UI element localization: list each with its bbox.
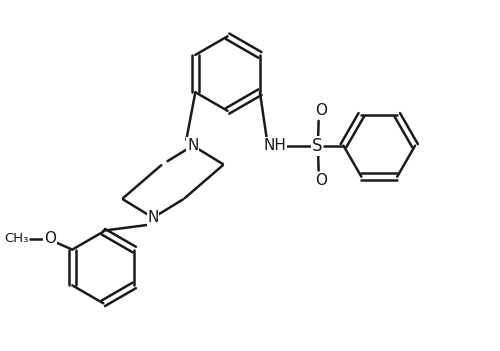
Text: O: O [315,103,327,118]
Text: O: O [315,173,327,188]
Text: O: O [44,231,56,246]
Text: S: S [312,137,322,155]
Text: N: N [148,210,158,225]
Text: NH: NH [264,138,286,153]
Text: N: N [187,138,198,153]
Text: CH₃: CH₃ [4,232,29,245]
